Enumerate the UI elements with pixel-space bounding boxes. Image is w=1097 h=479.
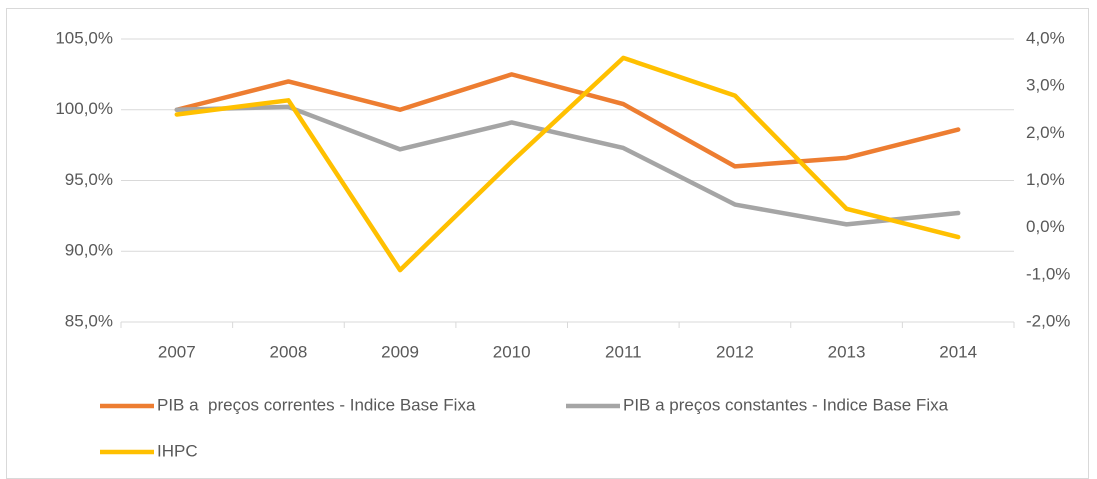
x-tick-label: 2008 [270, 342, 308, 361]
y-tick-label: 90,0% [65, 241, 113, 260]
series-line [174, 104, 961, 227]
x-tick-label: 2012 [716, 342, 754, 361]
series-line [174, 55, 961, 273]
chart-frame [6, 8, 1089, 479]
x-tick-label: 2014 [939, 342, 977, 361]
y2-tick-label: 4,0% [1026, 28, 1065, 47]
x-tick-label: 2013 [828, 342, 866, 361]
y-tick-label: 95,0% [65, 170, 113, 189]
x-tick-label: 2010 [493, 342, 531, 361]
x-tick-label: 2009 [381, 342, 419, 361]
y2-tick-label: 1,0% [1026, 170, 1065, 189]
y2-tick-label: 0,0% [1026, 217, 1065, 236]
x-tick-label: 2011 [605, 342, 642, 361]
legend-label: PIB a preços correntes - Indice Base Fix… [157, 395, 476, 414]
y2-tick-label: 2,0% [1026, 123, 1065, 142]
y2-tick-label: -1,0% [1026, 264, 1070, 283]
legend-label: IHPC [157, 441, 198, 460]
y2-tick-label: -2,0% [1026, 311, 1070, 330]
legend-label: PIB a preços constantes - Indice Base Fi… [623, 395, 949, 414]
y2-tick-label: 3,0% [1026, 76, 1065, 95]
y-tick-label: 100,0% [55, 99, 113, 118]
y-tick-label: 105,0% [55, 28, 113, 47]
x-tick-label: 2007 [158, 342, 196, 361]
series-line [174, 72, 961, 169]
y-tick-label: 85,0% [65, 311, 113, 330]
